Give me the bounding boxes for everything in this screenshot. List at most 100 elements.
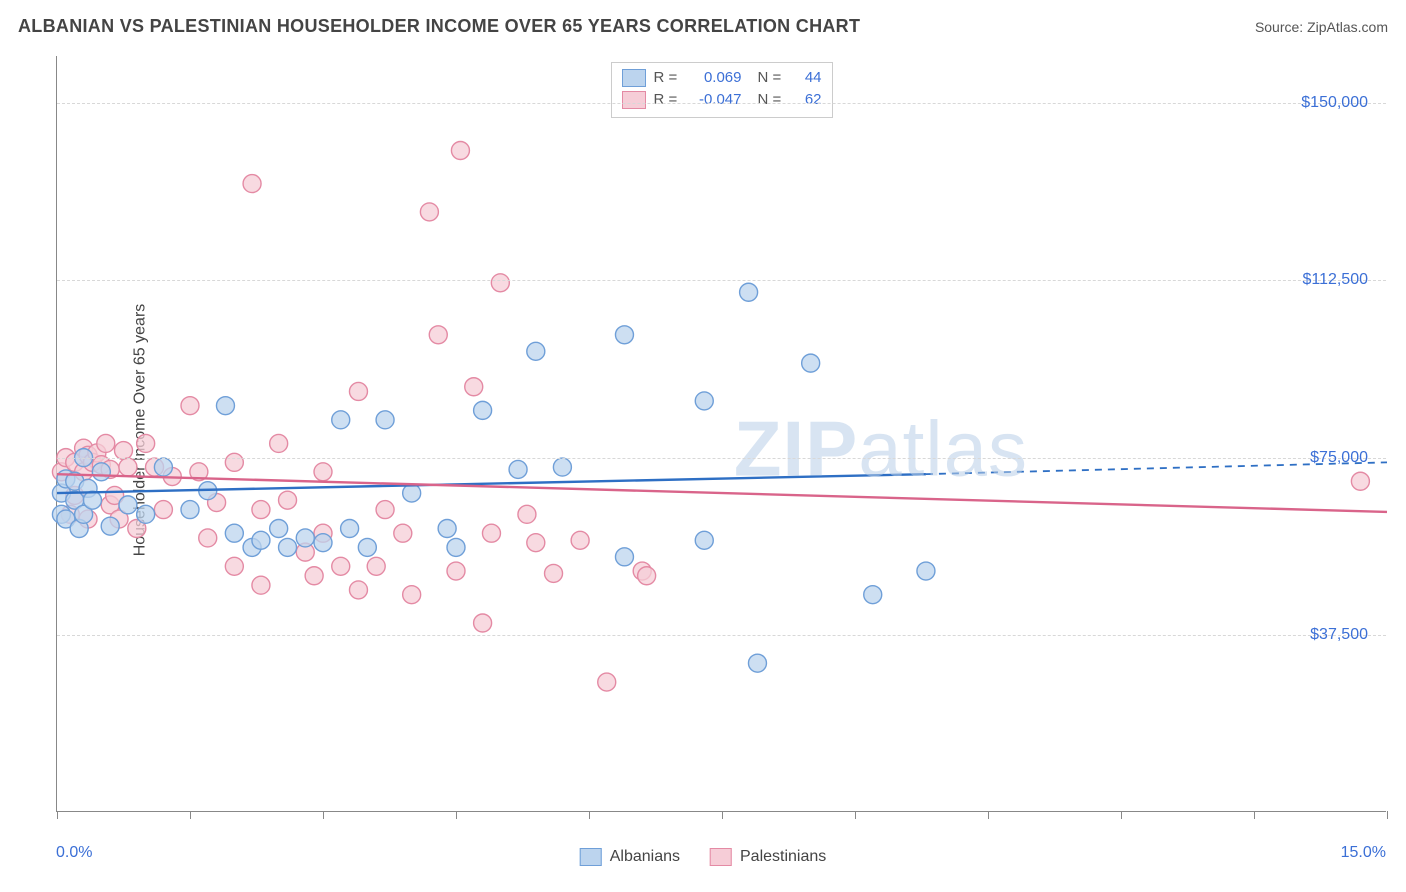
n-label: N = [758,89,786,111]
albanians-point [376,411,394,429]
albanians-point [137,505,155,523]
palestinians-point [225,557,243,575]
x-tick [456,811,457,819]
palestinians-point [518,505,536,523]
albanians-point [447,538,465,556]
gridline [57,103,1386,104]
palestinians-point [181,397,199,415]
gridline [57,280,1386,281]
palestinians-swatch-bottom [710,848,732,866]
palestinians-point [482,524,500,542]
albanians-point [527,342,545,360]
r-label: R = [654,89,682,111]
albanians-point [225,524,243,542]
albanians-point [101,517,119,535]
palestinians-point [367,557,385,575]
albanians-point [864,586,882,604]
x-tick [589,811,590,819]
albanians-point [154,458,172,476]
y-tick-label: $37,500 [1310,626,1368,644]
source-prefix: Source: [1255,19,1307,35]
palestinians-point [451,142,469,160]
albanians-point [270,520,288,538]
x-tick [855,811,856,819]
palestinians-point [97,434,115,452]
albanians-point [279,538,297,556]
y-tick-label: $75,000 [1310,449,1368,467]
albanians-point [695,392,713,410]
palestinians-point [314,463,332,481]
palestinians-point [349,382,367,400]
albanians-point [296,529,314,547]
albanians-point [358,538,376,556]
legend-item-palestinians: Palestinians [710,848,826,866]
x-tick [190,811,191,819]
palestinians-point [465,378,483,396]
albanians-point [802,354,820,372]
source-name: ZipAtlas.com [1307,19,1388,35]
albanians-point [615,326,633,344]
palestinians-point [243,175,261,193]
n-value: 62 [794,89,822,111]
r-value: -0.047 [690,89,742,111]
albanians-point [509,460,527,478]
palestinians-point [376,501,394,519]
palestinians-point [332,557,350,575]
legend-row-albanians: R =0.069N =44 [622,67,822,89]
albanians-point [553,458,571,476]
legend-row-palestinians: R = -0.047 N = 62 [622,89,822,111]
albanians-point [181,501,199,519]
x-tick [323,811,324,819]
palestinians-point [279,491,297,509]
y-tick-label: $112,500 [1302,271,1368,289]
palestinians-point [119,458,137,476]
albanians-point [438,520,456,538]
palestinians-point [429,326,447,344]
x-tick-last: 15.0% [1341,844,1386,862]
x-tick [57,811,58,819]
palestinians-point [527,534,545,552]
palestinians-point [420,203,438,221]
source-label: Source: ZipAtlas.com [1255,19,1388,35]
albanians-point [314,534,332,552]
palestinians-point [199,529,217,547]
legend-series: Albanians Palestinians [580,848,827,866]
albanians-point [119,496,137,514]
legend-correlation: R = 0.069 N = 44R = -0.047 N = 62 [611,62,833,118]
palestinians-point [270,434,288,452]
albanians-point [403,484,421,502]
albanians-point [917,562,935,580]
palestinians-point [638,567,656,585]
legend-item-albanians: Albanians [580,848,680,866]
albanians-point [83,491,101,509]
palestinians-point [571,531,589,549]
palestinians-point [349,581,367,599]
palestinians-point [474,614,492,632]
r-value: 0.069 [690,67,742,89]
albanians-swatch [622,69,646,87]
x-tick [1121,811,1122,819]
x-tick-first: 0.0% [56,844,92,862]
palestinians-point [545,564,563,582]
palestinians-point [394,524,412,542]
palestinians-point [305,567,323,585]
n-label: N = [758,67,786,89]
albanians-point [216,397,234,415]
albanians-label: Albanians [610,848,680,866]
x-tick [1254,811,1255,819]
palestinians-point [447,562,465,580]
palestinians-swatch [622,91,646,109]
x-tick [1387,811,1388,819]
gridline [57,635,1386,636]
n-value: 44 [794,67,822,89]
x-tick [988,811,989,819]
plot-area: ZIPatlas R =0.069N =44R =-0.047N =62 $37… [56,56,1386,812]
palestinians-point [137,434,155,452]
palestinians-point [252,576,270,594]
albanians-point [341,520,359,538]
palestinians-point [225,453,243,471]
chart-title: ALBANIAN VS PALESTINIAN HOUSEHOLDER INCO… [18,16,860,37]
albanians-point [92,463,110,481]
palestinians-point [598,673,616,691]
palestinians-point [491,274,509,292]
